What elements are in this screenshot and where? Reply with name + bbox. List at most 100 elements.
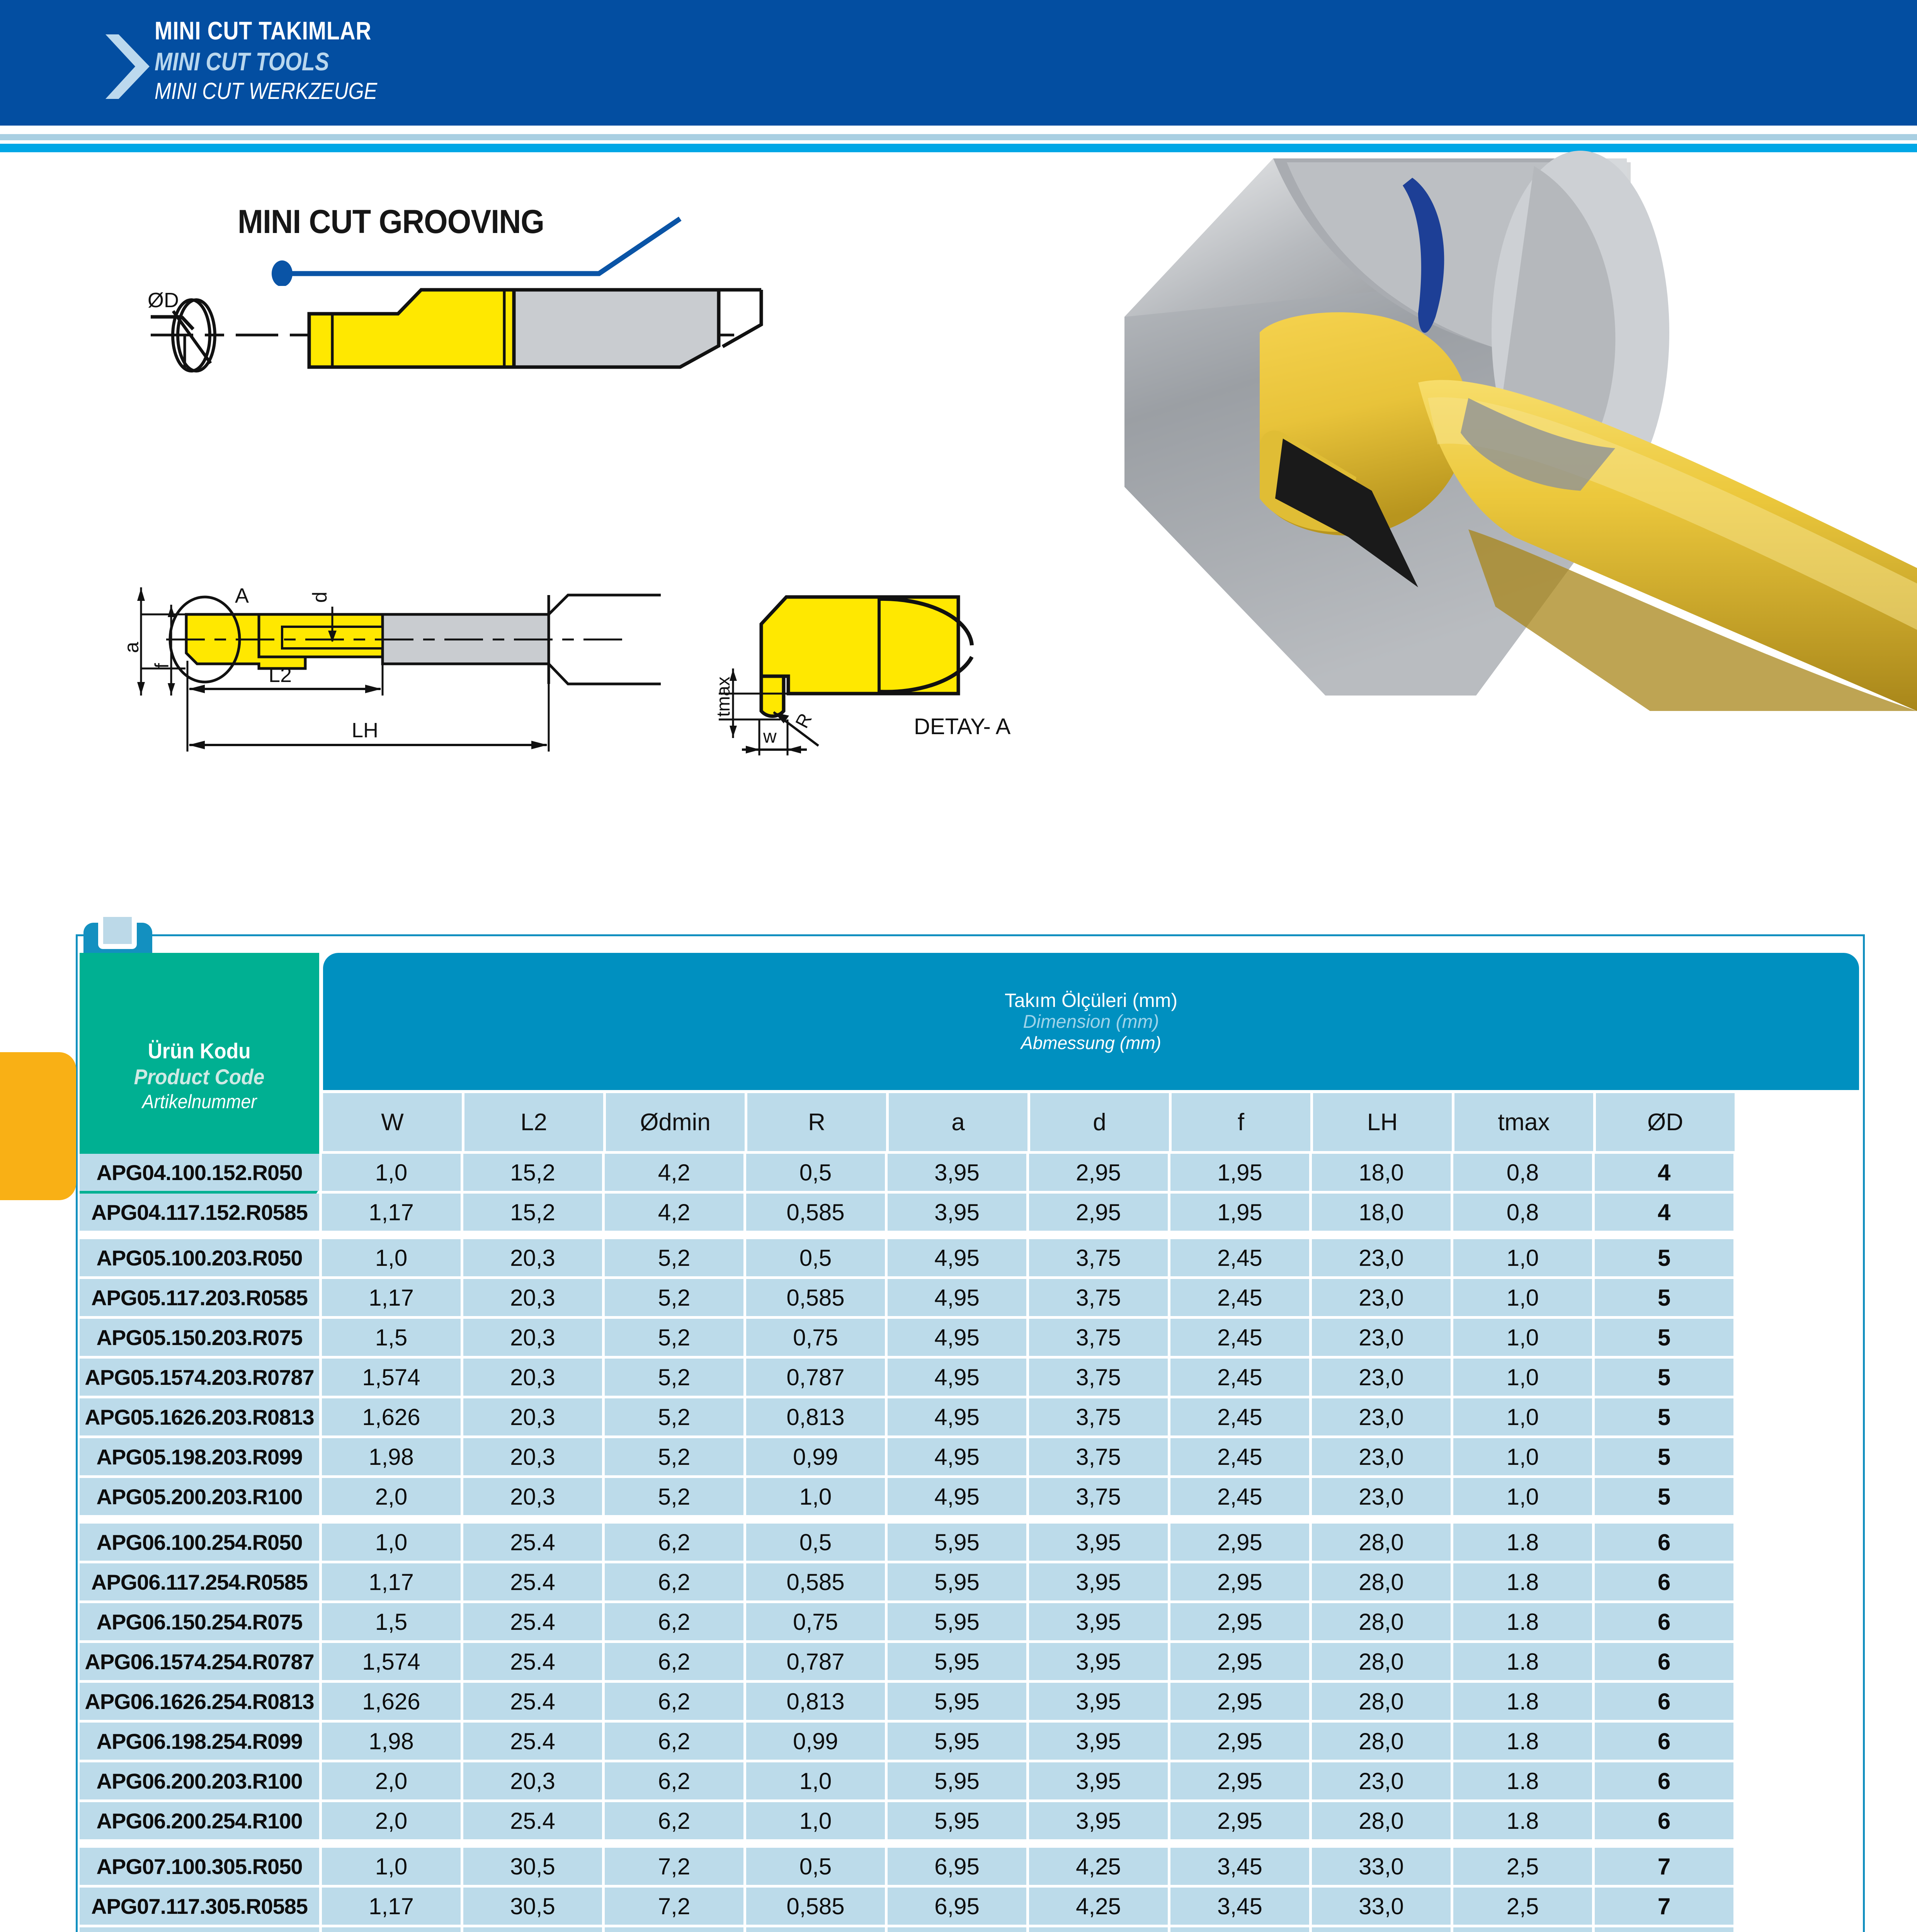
cell-l2: 20,3 xyxy=(463,1279,602,1316)
table-row: APG05.198.203.R099 1,98 20,3 5,2 0,99 4,95 3,7… xyxy=(80,1438,1859,1475)
cell-tmax: 2,5 xyxy=(1453,1848,1592,1885)
cell-product-code: APG04.117.152.R0585 xyxy=(80,1194,319,1231)
cell-a: 4,95 xyxy=(888,1319,1026,1356)
cell-tmax: 1.8 xyxy=(1453,1683,1592,1720)
page-banner: MINI CUT TAKIMLAR MINI CUT TOOLS MINI CU… xyxy=(0,0,1917,126)
cell-a: 4,95 xyxy=(888,1279,1026,1316)
tool-top-view-drawing: ØD xyxy=(148,288,763,372)
cell-f: 2,95 xyxy=(1170,1643,1309,1680)
cell-d: 3,75 xyxy=(1029,1478,1168,1515)
cell-d: 3,95 xyxy=(1029,1643,1168,1680)
cell-tmax: 2,5 xyxy=(1453,1888,1592,1925)
cell-product-code: APG06.198.254.R099 xyxy=(80,1723,319,1760)
cell-r: 0,813 xyxy=(746,1683,885,1720)
cell-d: 3,95 xyxy=(1029,1802,1168,1839)
cell-a: 5,95 xyxy=(888,1762,1026,1799)
cell-a: 4,95 xyxy=(888,1438,1026,1475)
table-row: APG04.100.152.R050 1,0 15,2 4,2 0,5 3,95 2,95 1… xyxy=(80,1154,1859,1191)
cell-l2: 20,3 xyxy=(463,1239,602,1276)
cell-odmin: 5,2 xyxy=(605,1478,743,1515)
cell-od: 6 xyxy=(1595,1643,1733,1680)
table-row: APG05.1626.203.R0813 1,626 20,3 5,2 0,813 4,9… xyxy=(80,1398,1859,1435)
cell-lh: 23,0 xyxy=(1312,1478,1451,1515)
cell-tmax: 1.8 xyxy=(1453,1802,1592,1839)
cell-od: 5 xyxy=(1595,1239,1733,1276)
cell-l2: 25.4 xyxy=(463,1563,602,1600)
cell-r: 0,585 xyxy=(746,1888,885,1925)
cell-od: 6 xyxy=(1595,1683,1733,1720)
cell-lh: 18,0 xyxy=(1312,1194,1451,1231)
cell-w: 1,574 xyxy=(322,1643,461,1680)
cell-a: 3,95 xyxy=(888,1194,1026,1231)
cell-l2: 25.4 xyxy=(463,1603,602,1640)
cell-odmin: 5,2 xyxy=(605,1319,743,1356)
cell-d: 4,25 xyxy=(1029,1848,1168,1885)
cell-d: 3,75 xyxy=(1029,1319,1168,1356)
cell-od: 6 xyxy=(1595,1723,1733,1760)
cell-f: 1,95 xyxy=(1170,1154,1309,1191)
cell-f: 2,45 xyxy=(1170,1438,1309,1475)
banner-title-en: MINI CUT TOOLS xyxy=(155,47,329,76)
cell-r: 0,5 xyxy=(746,1154,885,1191)
cell-l2: 25.4 xyxy=(463,1524,602,1561)
cell-f: 2,45 xyxy=(1170,1279,1309,1316)
dimension-header-tr: Takım Ölçüleri (mm) xyxy=(1004,990,1178,1012)
table-row: APG06.1574.254.R0787 1,574 25.4 6,2 0,787 5,9… xyxy=(80,1643,1859,1680)
cell-tmax: 0,8 xyxy=(1453,1154,1592,1191)
cell-a: 6,95 xyxy=(888,1927,1026,1932)
cell-od: 5 xyxy=(1595,1398,1733,1435)
cell-lh: 23,0 xyxy=(1312,1359,1451,1396)
cell-lh: 23,0 xyxy=(1312,1239,1451,1276)
cell-product-code: APG06.200.203.R100 xyxy=(80,1762,319,1799)
cell-od: 5 xyxy=(1595,1319,1733,1356)
detail-a-title: DETAY- A xyxy=(914,714,1011,739)
cell-f: 2,45 xyxy=(1170,1319,1309,1356)
cell-r: 0,75 xyxy=(746,1319,885,1356)
cell-l2: 20,3 xyxy=(463,1438,602,1475)
cell-odmin: 5,2 xyxy=(605,1359,743,1396)
cell-l2: 20,3 xyxy=(463,1359,602,1396)
svg-text:L2: L2 xyxy=(269,663,292,687)
chevron-right-icon xyxy=(105,34,150,99)
banner-title-group: MINI CUT TAKIMLAR MINI CUT TOOLS MINI CU… xyxy=(155,18,413,103)
cell-w: 1,0 xyxy=(322,1848,461,1885)
cell-r: 0,585 xyxy=(746,1194,885,1231)
cell-product-code: APG04.100.152.R050 xyxy=(80,1154,319,1191)
table-row: APG04.117.152.R0585 1,17 15,2 4,2 0,585 3,95 2… xyxy=(80,1194,1859,1231)
cell-lh: 33,0 xyxy=(1312,1888,1451,1925)
cell-odmin: 4,2 xyxy=(605,1194,743,1231)
cell-d: 3,95 xyxy=(1029,1603,1168,1640)
cell-w: 1,0 xyxy=(322,1154,461,1191)
cell-l2: 20,3 xyxy=(463,1762,602,1799)
cell-r: 0,787 xyxy=(746,1643,885,1680)
cell-l2: 20,3 xyxy=(463,1319,602,1356)
cell-lh: 33,0 xyxy=(1312,1848,1451,1885)
cell-d: 3,75 xyxy=(1029,1398,1168,1435)
cell-w: 1,98 xyxy=(322,1438,461,1475)
cell-l2: 25.4 xyxy=(463,1643,602,1680)
cell-f: 2,95 xyxy=(1170,1723,1309,1760)
table-row: APG06.117.254.R0585 1,17 25.4 6,2 0,585 5,95 3… xyxy=(80,1563,1859,1600)
cell-tmax: 1.8 xyxy=(1453,1643,1592,1680)
banner-title-tr: MINI CUT TAKIMLAR xyxy=(155,16,372,45)
table-row: APG06.100.254.R050 1,0 25.4 6,2 0,5 5,95 3,95 2… xyxy=(80,1524,1859,1561)
cell-f: 2,95 xyxy=(1170,1762,1309,1799)
cell-w: 2,0 xyxy=(322,1802,461,1839)
dimension-header-de: Abmessung (mm) xyxy=(1021,1033,1161,1053)
cell-d: 4,25 xyxy=(1029,1927,1168,1932)
cell-f: 3,45 xyxy=(1170,1888,1309,1925)
cell-product-code: APG05.150.203.R075 xyxy=(80,1319,319,1356)
cell-product-code: APG06.1626.254.R0813 xyxy=(80,1683,319,1720)
banner-stripe-cyan xyxy=(0,144,1917,152)
cell-r: 0,99 xyxy=(746,1723,885,1760)
cell-d: 3,95 xyxy=(1029,1563,1168,1600)
cell-l2: 25.4 xyxy=(463,1802,602,1839)
cell-od: 5 xyxy=(1595,1279,1733,1316)
cell-r: 1,0 xyxy=(746,1762,885,1799)
banner-title-de: MINI CUT WERKZEUGE xyxy=(155,78,378,104)
column-header-a: a xyxy=(889,1093,1027,1151)
cell-r: 0,5 xyxy=(746,1524,885,1561)
column-header-f: f xyxy=(1172,1093,1310,1151)
page-side-tab[interactable] xyxy=(0,1052,76,1200)
